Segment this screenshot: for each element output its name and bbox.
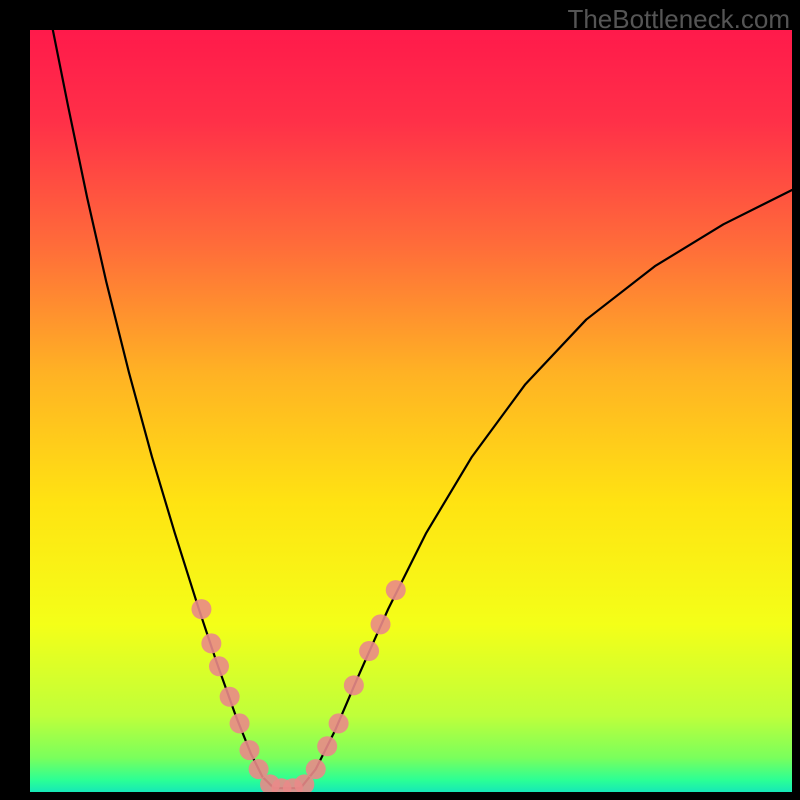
data-marker (209, 656, 229, 676)
data-marker (239, 740, 259, 760)
data-marker (220, 687, 240, 707)
data-marker (317, 736, 337, 756)
data-marker (230, 713, 250, 733)
data-marker (201, 633, 221, 653)
data-marker (359, 641, 379, 661)
data-marker (191, 599, 211, 619)
data-marker (306, 759, 326, 779)
gradient-background (30, 30, 792, 792)
data-marker (344, 675, 364, 695)
data-marker (329, 713, 349, 733)
data-marker (386, 580, 406, 600)
watermark-text: TheBottleneck.com (567, 4, 790, 35)
chart-svg (30, 30, 792, 792)
plot-area (30, 30, 792, 792)
data-marker (371, 614, 391, 634)
chart-frame: TheBottleneck.com (0, 0, 800, 800)
